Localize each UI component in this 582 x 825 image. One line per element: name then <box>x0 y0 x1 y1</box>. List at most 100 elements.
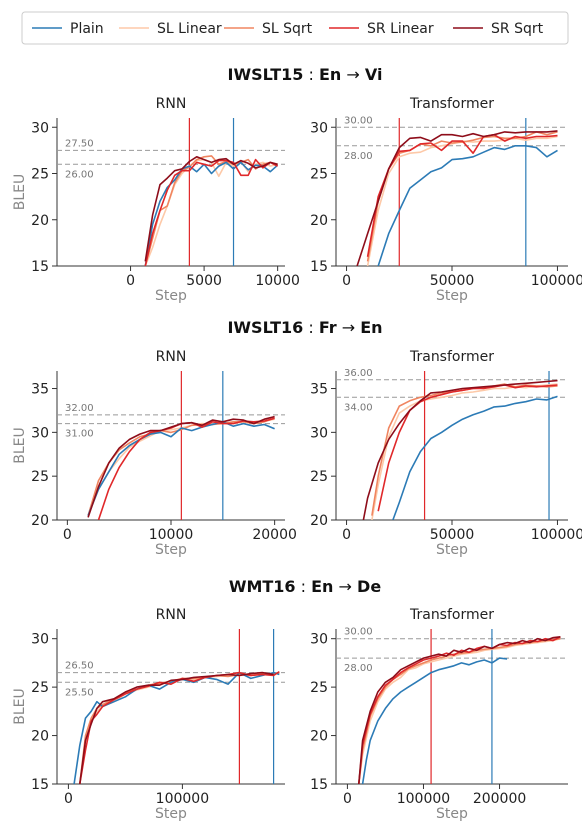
x-axis-label: Step <box>155 288 187 304</box>
x-tick-label: 50000 <box>430 273 475 289</box>
series-line-sl-linear <box>79 671 280 784</box>
y-tick-label: 25 <box>31 469 49 485</box>
y-tick-label: 30 <box>310 425 328 441</box>
series-line-sr-linear <box>79 670 280 784</box>
y-tick-label: 20 <box>31 213 49 229</box>
chart-1: Transformer 15 20 25 30 0 50000 100000 Step 30.00… <box>310 96 582 304</box>
series-line-sr-linear <box>358 636 561 784</box>
series-group <box>87 415 275 520</box>
series-line-plain <box>87 420 275 516</box>
x-tick-label: 0 <box>63 527 72 543</box>
y-axis-label: BLEU <box>12 688 28 725</box>
series-group <box>73 670 280 784</box>
x-tick-label: 10000 <box>149 527 194 543</box>
row-title-0-bold1: IWSLT15 <box>228 65 304 84</box>
y-tick-label: 30 <box>31 425 49 441</box>
series-group <box>358 636 561 784</box>
reference-line-label: 36.00 <box>344 368 373 379</box>
row-title-1-bold1: IWSLT16 <box>227 318 303 337</box>
reference-line-label: 32.00 <box>65 403 94 414</box>
reference-line-label: 30.00 <box>344 115 373 126</box>
reference-line-label: 25.50 <box>65 687 94 698</box>
legend-frame <box>21 11 569 45</box>
y-tick-label: 20 <box>31 513 49 529</box>
x-tick-label: 5000 <box>186 273 222 289</box>
row-title-2-bold3: De <box>357 577 381 596</box>
reference-line-label: 30.00 <box>344 627 373 638</box>
row-title-0: IWSLT15 : En → Vi <box>228 65 383 84</box>
series-group <box>144 155 279 266</box>
series-line-sr-sqrt <box>362 379 558 520</box>
x-tick-label: 100000 <box>397 791 450 807</box>
series-line-sl-sqrt <box>366 131 558 262</box>
legend: Plain SL Linear SL Sqrt SR Linear SR Sqrt <box>21 11 569 45</box>
series-line-sr-linear <box>366 133 558 257</box>
series-line-sr-sqrt <box>79 671 274 784</box>
series-line-sr-sqrt <box>144 156 278 262</box>
reference-line-label: 26.50 <box>65 661 94 672</box>
chart-2: RNN 20 25 30 35 0 10000 20000 Step BLEU 32.00 31.00 <box>12 349 297 558</box>
x-axis-label: Step <box>436 288 468 304</box>
chart-title: RNN <box>156 349 187 365</box>
legend-label-3: SR Linear <box>367 21 434 37</box>
series-line-sr-linear <box>97 417 275 520</box>
reference-line-label: 34.00 <box>344 402 373 413</box>
series-line-sr-linear <box>377 384 558 512</box>
chart-5: Transformer 15 20 25 30 0 100000 200000 Step 30.0… <box>310 607 568 822</box>
y-tick-label: 15 <box>310 777 328 793</box>
x-tick-label: 200000 <box>473 791 526 807</box>
series-line-plain <box>377 145 558 266</box>
row-title-1-rest: : <box>303 318 319 337</box>
series-line-sl-linear <box>371 383 558 520</box>
x-tick-label: 0 <box>64 791 73 807</box>
y-tick-label: 25 <box>31 167 49 183</box>
series-line-sl-sqrt <box>144 155 278 266</box>
x-tick-label: 100000 <box>531 527 582 543</box>
chart-title: RNN <box>156 607 187 623</box>
row-title-1-bold2: Fr <box>319 318 337 337</box>
x-tick-label: 0 <box>342 273 351 289</box>
y-tick-label: 30 <box>310 632 328 648</box>
chart-title: Transformer <box>409 607 494 623</box>
series-line-sl-linear <box>358 637 561 784</box>
legend-label-2: SL Sqrt <box>262 21 313 37</box>
legend-label-4: SR Sqrt <box>491 21 544 37</box>
row-title-2-bold2: En <box>311 577 333 596</box>
row-title-0-bold2: En <box>319 65 341 84</box>
x-tick-label: 0 <box>342 527 351 543</box>
series-line-plain <box>361 657 508 784</box>
row-title-2-arrow: → <box>333 577 357 596</box>
row-title-0-rest: : <box>303 65 319 84</box>
y-tick-label: 20 <box>31 729 49 745</box>
y-tick-label: 30 <box>31 120 49 136</box>
series-line-sl-sqrt <box>79 671 280 784</box>
x-tick-label: 0 <box>343 791 352 807</box>
chart-title: RNN <box>156 96 187 112</box>
x-axis-label: Step <box>436 806 468 821</box>
row-title-2-rest: : <box>296 577 312 596</box>
series-line-sr-linear <box>144 158 278 266</box>
reference-line-label: 26.00 <box>65 169 94 180</box>
y-tick-label: 15 <box>31 259 49 275</box>
x-tick-label: 100000 <box>531 273 582 289</box>
reference-line-label: 31.00 <box>65 429 94 440</box>
legend-label-1: SL Linear <box>157 21 222 37</box>
row-title-1-bold3: En <box>360 318 382 337</box>
series-line-sl-sqrt <box>371 383 558 516</box>
row-title-0-bold3: Vi <box>365 65 383 84</box>
legend-label-0: Plain <box>70 21 104 37</box>
series-line-sr-sqrt <box>87 415 275 518</box>
row-title-2-bold1: WMT16 <box>229 577 296 596</box>
y-tick-label: 30 <box>31 632 49 648</box>
series-line-sr-sqrt <box>358 636 561 784</box>
series-line-sl-sqrt <box>358 637 561 784</box>
series-line-sl-linear <box>144 158 278 266</box>
x-axis-label: Step <box>436 542 468 558</box>
y-tick-label: 25 <box>310 680 328 696</box>
chart-3: Transformer 20 25 30 35 0 50000 100000 Step 36.00… <box>310 349 582 558</box>
x-tick-label: 20000 <box>252 527 297 543</box>
